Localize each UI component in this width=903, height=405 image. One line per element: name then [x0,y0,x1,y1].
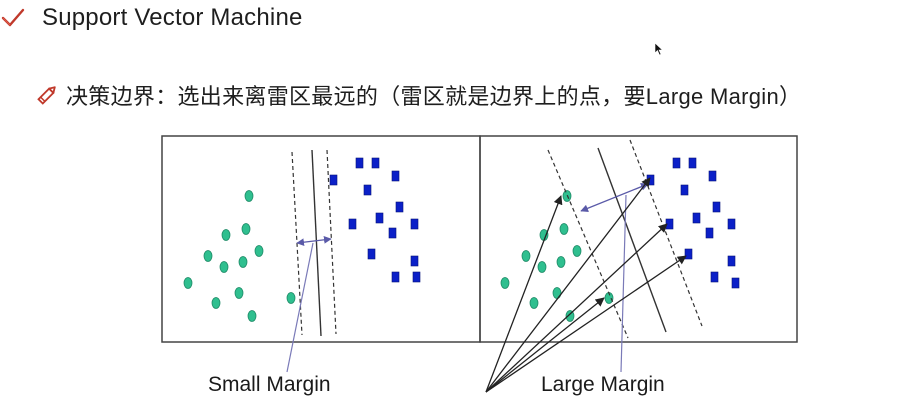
circle-point [556,256,566,268]
square-point [395,201,404,213]
right-panel-frame [479,135,798,343]
square-point [329,174,338,186]
square-point [688,157,697,169]
square-point [412,271,421,283]
square-point [355,157,364,169]
slide-subtitle: 决策边界：选出来离雷区最远的（雷区就是边界上的点，要Large Margin） [66,84,802,109]
circle-point [203,250,213,262]
square-point [665,218,674,230]
circle-point [565,310,575,322]
circle-point [529,297,539,309]
check-icon [1,8,25,27]
square-point [705,227,714,239]
square-point [708,170,717,182]
slide-title: Support Vector Machine [42,4,303,31]
square-point [371,157,380,169]
mouse-cursor-icon [654,42,664,56]
support-vector-arrow [485,297,605,393]
right-square-points [646,157,740,289]
square-point [410,255,419,267]
circle-point [211,297,221,309]
circle-point [521,250,531,262]
square-point [388,227,397,239]
right-circle-points [500,190,614,322]
slide-subtitle-row: 决策边界：选出来离雷区最远的（雷区就是边界上的点，要Large Margin） [34,78,801,112]
square-point [727,218,736,230]
right-decision-line [597,147,667,333]
circle-point [500,277,510,289]
right-margin-line [629,139,703,327]
left-panel-frame [161,135,481,343]
square-point [710,271,719,283]
square-point [363,184,372,196]
circle-point [244,190,254,202]
square-point [348,218,357,230]
circle-point [183,277,193,289]
support-vector-arrow [485,223,668,393]
support-vector-arrow [485,195,563,393]
circle-point [234,287,244,299]
square-point [375,212,384,224]
support-vector-arrow [485,255,687,393]
square-point [731,277,740,289]
square-point [727,255,736,267]
large-margin-caption: Large Margin [541,373,665,396]
circle-point [238,256,248,268]
left-square-points [329,157,421,283]
left-caption-pointer [286,242,314,373]
square-point [391,271,400,283]
pencil-icon [37,86,56,105]
left-circle-points [183,190,296,322]
square-point [367,248,376,260]
circle-point [247,310,257,322]
circle-point [254,245,264,257]
circle-point [559,223,569,235]
circle-point [241,223,251,235]
support-vector-arrow [485,177,651,393]
circle-point [537,261,547,273]
square-point [680,184,689,196]
circle-point [552,287,562,299]
slide-heading: Support Vector Machine [0,2,303,34]
right-caption-pointer [620,194,627,373]
square-point [692,212,701,224]
left-margin-arrow [296,235,332,247]
square-point [712,201,721,213]
square-point [410,218,419,230]
circle-point [572,245,582,257]
circle-point [219,261,229,273]
square-point [684,248,693,260]
small-margin-caption: Small Margin [208,373,331,396]
left-decision-line [311,149,322,337]
circle-point [286,292,296,304]
circle-point [221,229,231,241]
square-point [391,170,400,182]
right-margin-arrow [580,183,649,212]
square-point [672,157,681,169]
right-margin-line [547,149,629,339]
support-vector-arrows [485,177,687,393]
